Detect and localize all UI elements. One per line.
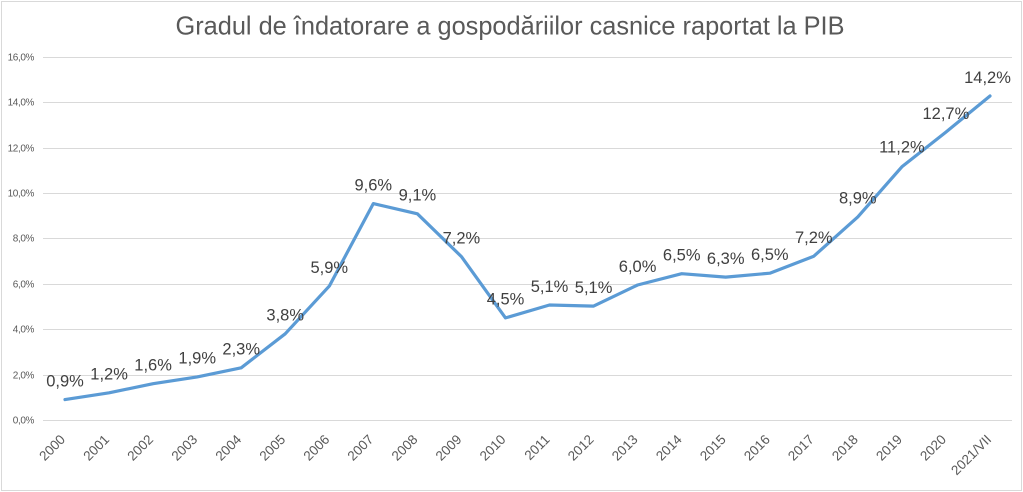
svg-text:14,2%: 14,2% [964,69,1011,87]
svg-text:1,9%: 1,9% [178,350,216,368]
svg-text:7,2%: 7,2% [443,229,481,247]
svg-text:6,5%: 6,5% [751,246,789,264]
svg-text:4,5%: 4,5% [487,291,525,309]
svg-text:5,1%: 5,1% [531,278,569,296]
svg-text:7,2%: 7,2% [795,229,833,247]
svg-text:5,9%: 5,9% [310,259,348,277]
svg-text:16,0%: 16,0% [8,53,35,64]
svg-text:11,2%: 11,2% [879,139,925,157]
svg-text:2,3%: 2,3% [222,341,260,359]
svg-text:6,0%: 6,0% [619,258,657,276]
svg-text:14,0%: 14,0% [8,98,35,109]
svg-text:0,9%: 0,9% [46,372,84,390]
svg-text:4,0%: 4,0% [13,325,35,336]
svg-text:9,6%: 9,6% [354,176,392,194]
svg-text:12,0%: 12,0% [8,144,35,155]
svg-text:5,1%: 5,1% [575,279,613,297]
svg-text:6,0%: 6,0% [13,280,35,291]
svg-text:10,0%: 10,0% [8,189,35,200]
svg-text:3,8%: 3,8% [266,307,304,325]
svg-text:1,6%: 1,6% [134,357,172,375]
svg-text:6,5%: 6,5% [663,247,701,265]
svg-text:8,9%: 8,9% [839,190,877,208]
svg-text:2,0%: 2,0% [13,371,35,382]
svg-text:9,1%: 9,1% [399,187,437,205]
svg-text:6,3%: 6,3% [707,250,745,268]
svg-text:Gradul de îndatorare a gospodă: Gradul de îndatorare a gospodăriilor cas… [176,10,845,40]
svg-text:0,0%: 0,0% [13,416,35,427]
svg-text:1,2%: 1,2% [90,366,128,384]
svg-text:12,7%: 12,7% [923,105,970,123]
svg-text:8,0%: 8,0% [13,234,35,245]
